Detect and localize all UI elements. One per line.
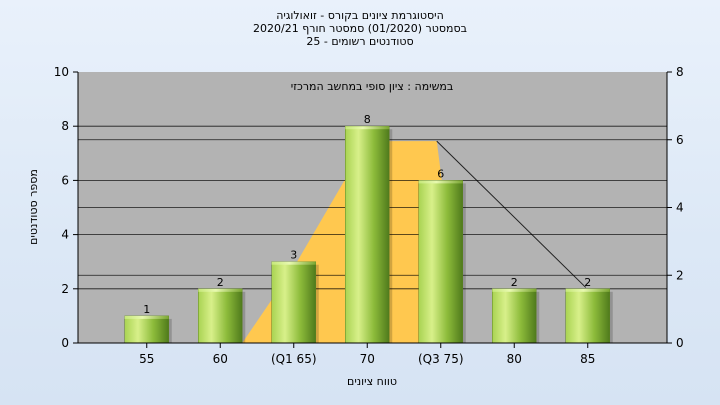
y-tick-label: 6 (61, 173, 69, 187)
x-tick-label: 85 (580, 352, 595, 366)
y2-tick-label: 0 (676, 336, 684, 350)
y-tick-label: 4 (61, 228, 69, 242)
bar-data-label: 1 (143, 303, 150, 316)
bars-layer: 1 2 3 8 6 2 2 (124, 113, 613, 344)
x-tick-label: 55 (139, 352, 154, 366)
bar-cap (198, 288, 243, 292)
bar-data-label: 6 (437, 167, 444, 180)
x-tick-label: (Q3 75) (418, 352, 464, 366)
bar (565, 288, 610, 344)
y-tick-label: 10 (54, 65, 69, 79)
bar-cap (124, 315, 169, 319)
y-tick-label: 8 (61, 119, 69, 133)
x-tick-label: 80 (507, 352, 522, 366)
bar (418, 180, 463, 344)
bar-cap (418, 180, 463, 184)
bar-data-label: 2 (511, 276, 518, 289)
bar-cap (271, 261, 316, 265)
y-axis-title: מספר סטודנטים (27, 169, 40, 245)
y2-tick-label: 8 (676, 65, 684, 79)
y2-tick-label: 4 (676, 201, 684, 215)
x-tick-label: (Q1 65) (271, 352, 317, 366)
bar (345, 125, 390, 344)
chart-title: היסטוגרמת ציונים בקורס - זואולוגיה (276, 9, 444, 22)
y2-tick-label: 2 (676, 268, 684, 282)
axes-layer: 0 2 4 6 8 10 0 2 4 6 8 55 60 (Q1 65) 70 (Q3 75) 80 85 (54, 65, 684, 366)
bar-data-label: 2 (584, 276, 591, 289)
distribution-slope-line (436, 140, 587, 288)
bar (198, 288, 243, 344)
x-axis-title: טווח ציונים (347, 375, 397, 388)
x-tick-label: 60 (213, 352, 228, 366)
x-tick-label: 70 (360, 352, 375, 366)
chart-title-block: היסטוגרמת ציונים בקורס - זואולוגיה בסמסט… (0, 9, 720, 48)
chart-subtitle-semester: בסמסטר (01/2020) סמסטר חורף 2020/21 (253, 22, 467, 35)
y2-tick-label: 6 (676, 133, 684, 147)
chart-subtitle-enrolled: סטודנטים רשומים - 25 (306, 35, 414, 48)
bar-data-label: 3 (290, 249, 297, 262)
y-tick-label: 2 (61, 282, 69, 296)
bar-data-label: 8 (364, 113, 371, 126)
bar-cap (492, 288, 537, 292)
bar (124, 315, 169, 344)
bar-cap (345, 126, 390, 130)
bar (492, 288, 537, 344)
bar (271, 261, 316, 344)
chart-annotation: במשימה : ציון סופי במחשב המרכזי (291, 80, 454, 93)
bar-cap (565, 288, 610, 292)
bar-data-label: 2 (217, 276, 224, 289)
y-tick-label: 0 (61, 336, 69, 350)
